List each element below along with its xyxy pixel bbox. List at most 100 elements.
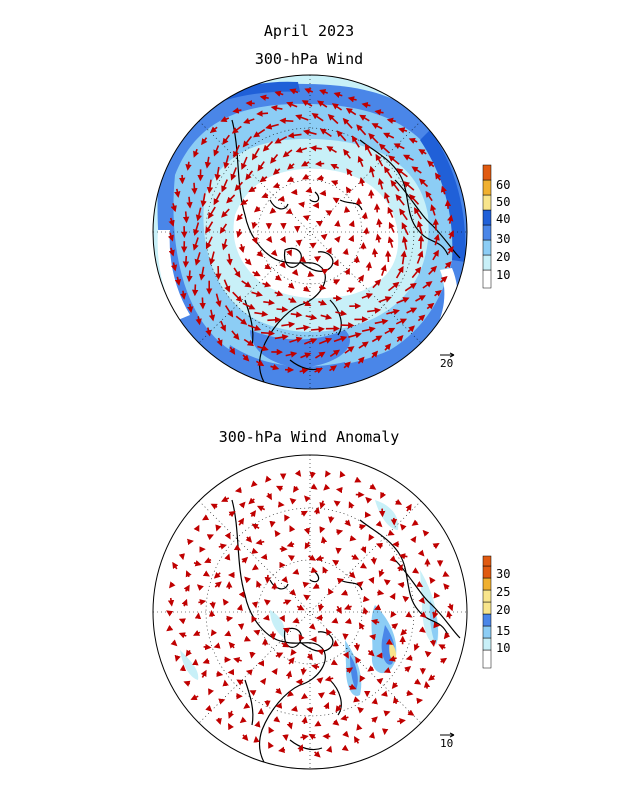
- wind-vector: [288, 296, 297, 303]
- wind-vector: [367, 307, 382, 314]
- wind-vector: [353, 696, 361, 703]
- colorbar-label: 30: [496, 232, 511, 246]
- wind-vector: [415, 295, 426, 302]
- wind-vector: [444, 261, 452, 269]
- wind-vector: [336, 130, 347, 142]
- wind-vectors: [167, 88, 454, 375]
- wind-vector: [376, 218, 383, 228]
- wind-vector: [428, 265, 438, 275]
- wind-vector: [195, 207, 203, 222]
- wind-vector: [294, 469, 302, 477]
- wind-vector: [341, 744, 349, 752]
- wind-vector: [270, 154, 279, 164]
- wind-vector: [401, 222, 409, 236]
- wind-vector: [364, 143, 373, 157]
- colorbar-label: 30: [496, 567, 511, 581]
- wind-vector: [389, 555, 397, 563]
- wind-vector: [336, 577, 345, 585]
- wind-vector: [187, 538, 194, 546]
- wind-vector: [383, 667, 391, 674]
- anomaly-wind-vectors: [166, 469, 454, 758]
- wind-vector: [275, 485, 284, 492]
- wind-vector: [357, 155, 364, 168]
- wind-vector: [192, 237, 199, 251]
- wind-vector: [361, 326, 376, 333]
- wind-vector: [287, 555, 295, 562]
- wind-vector: [332, 197, 340, 204]
- wind-vector: [275, 687, 282, 695]
- wind-vector: [344, 519, 351, 527]
- wind-vector: [348, 220, 355, 228]
- wind-vector: [303, 594, 311, 601]
- wind-vector: [245, 170, 254, 181]
- wind-vector: [213, 192, 221, 206]
- wind-vector: [339, 470, 346, 478]
- wind-vector: [265, 235, 273, 243]
- wind-vector: [289, 336, 303, 343]
- wind-vector: [400, 523, 407, 531]
- wind-vector: [300, 692, 309, 700]
- wind-vector: [422, 281, 433, 289]
- wind-vector: [244, 576, 251, 584]
- wind-vector: [282, 627, 291, 634]
- wind-vector: [383, 132, 395, 139]
- wind-vector: [357, 274, 365, 283]
- wind-vector: [317, 100, 328, 108]
- wind-vector: [290, 311, 303, 318]
- wind-vector: [328, 689, 336, 696]
- wind-vector: [367, 649, 375, 657]
- wind-vector: [332, 559, 340, 566]
- wind-vector: [292, 617, 300, 624]
- wind-vector: [251, 564, 259, 571]
- wind-vector: [333, 500, 341, 507]
- wind-vector: [418, 178, 429, 188]
- wind-vector: [277, 195, 285, 202]
- wind-vector: [394, 498, 403, 505]
- wind-vector: [283, 599, 292, 606]
- wind-vector: [279, 235, 286, 244]
- wind-vector: [216, 670, 224, 677]
- wind-vector: [193, 148, 200, 158]
- wind-vector: [312, 582, 320, 589]
- wind-vector: [253, 629, 261, 636]
- wind-vector: [168, 247, 175, 257]
- wind-vector: [229, 346, 236, 355]
- wind-vector: [186, 196, 193, 209]
- wind-vector: [354, 476, 362, 483]
- wind-vector: [183, 584, 190, 592]
- wind-vector: [282, 734, 289, 741]
- wind-vector: [325, 210, 333, 217]
- wind-vector: [260, 553, 268, 560]
- wind-vector: [389, 592, 396, 600]
- wind-vector: [418, 596, 425, 604]
- wind-vector: [265, 475, 272, 483]
- wind-vector: [371, 123, 383, 130]
- wind-vector: [233, 657, 242, 664]
- wind-vector: [263, 299, 275, 306]
- wind-vector: [308, 554, 316, 561]
- wind-vector: [281, 321, 296, 328]
- wind-vector: [193, 222, 200, 236]
- wind-vector: [345, 108, 357, 116]
- wind-vector: [281, 641, 290, 648]
- wind-vector: [174, 188, 181, 198]
- wind-vector: [401, 235, 409, 250]
- wind-vector: [388, 155, 400, 165]
- wind-vector: [286, 541, 295, 548]
- wind-vector: [289, 588, 297, 596]
- wind-vector: [286, 249, 292, 257]
- wind-vector: [167, 597, 175, 607]
- wind-vector: [299, 367, 309, 375]
- wind-vector: [443, 583, 450, 591]
- wind-vector: [199, 266, 206, 281]
- wind-vector: [348, 234, 355, 243]
- wind-vector: [396, 297, 410, 304]
- wind-vector: [195, 316, 202, 326]
- wind-vector: [317, 649, 325, 656]
- anomaly-colorbar: [482, 555, 492, 669]
- wind-vector: [307, 271, 315, 278]
- wind-vector: [374, 604, 382, 611]
- wind-vector: [245, 535, 253, 543]
- wind-vector: [434, 290, 442, 297]
- wind-vector: [371, 350, 379, 359]
